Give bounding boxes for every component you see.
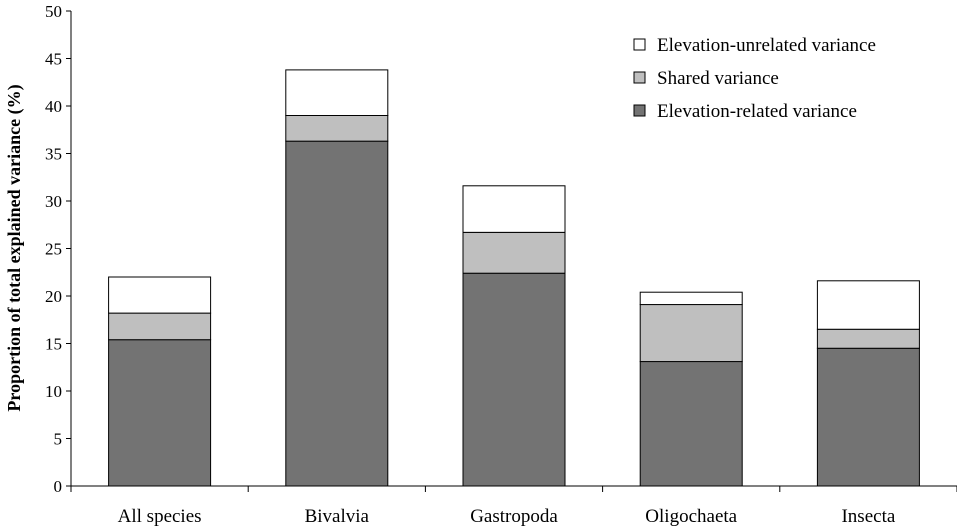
legend-swatch	[633, 38, 646, 51]
y-tick-label: 50	[45, 2, 62, 21]
y-tick-label: 40	[45, 97, 62, 116]
y-tick-label: 10	[45, 382, 62, 401]
axes-group: 0 5 10 15 20 25 30 35 40 45 50 All species Bivalvia G…	[45, 2, 957, 527]
y-tick-label: 35	[45, 145, 62, 164]
y-tick-label: 20	[45, 287, 62, 306]
bar-segment	[285, 140, 389, 487]
bar-segment	[462, 231, 566, 274]
x-tick-label: Oligochaeta	[645, 506, 737, 527]
y-tick-label: 45	[45, 50, 62, 69]
bar-segment	[462, 185, 566, 233]
bars-group	[108, 69, 920, 487]
bar-segment	[285, 69, 389, 116]
legend-swatch	[633, 71, 646, 84]
y-tick-label: 15	[45, 335, 62, 354]
y-tick-label: 30	[45, 192, 62, 211]
bar-segment	[639, 291, 743, 306]
legend-label: Elevation-unrelated variance	[657, 35, 876, 56]
legend-label: Elevation-related variance	[657, 101, 857, 122]
bar-segment	[639, 304, 743, 363]
bar-segment	[108, 276, 212, 314]
bar-segment	[639, 361, 743, 487]
legend-swatch	[633, 104, 646, 117]
x-tick-label: Bivalvia	[305, 506, 370, 527]
bar-segment	[285, 115, 389, 142]
x-tick-label: Gastropoda	[470, 506, 558, 527]
legend: Elevation-unrelated variance Shared varia…	[633, 35, 876, 122]
y-tick-label: 5	[54, 430, 63, 449]
y-axis-label: Proportion of total explained variance (…	[4, 84, 25, 411]
bar-segment	[108, 312, 212, 341]
bar-segment	[816, 328, 920, 349]
bar-segment	[462, 272, 566, 487]
x-tick-label: Insecta	[841, 506, 895, 527]
bar-segment	[816, 280, 920, 330]
y-tick-label: 0	[54, 477, 63, 496]
y-tick-label: 25	[45, 240, 62, 259]
bar-segment	[816, 347, 920, 487]
legend-label: Shared variance	[657, 68, 779, 89]
bar-segment	[108, 339, 212, 487]
x-tick-label: All species	[118, 506, 202, 527]
